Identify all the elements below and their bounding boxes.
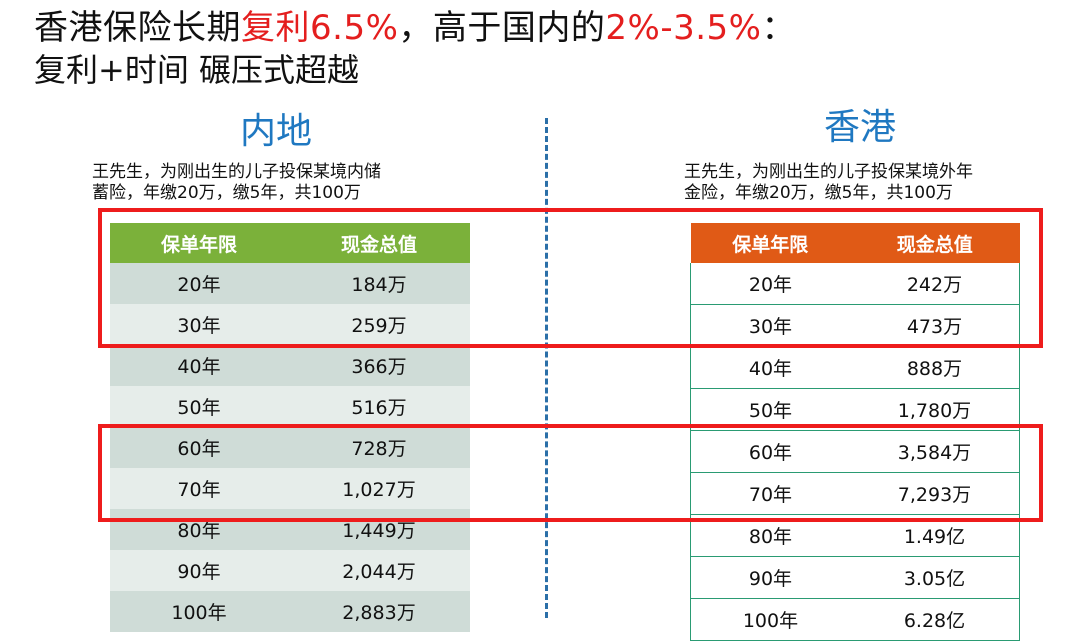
year-cell: 20年 bbox=[689, 263, 850, 305]
mainland-desc-line-2: 蓄险，年缴20万，缴5年，共100万 bbox=[92, 183, 361, 203]
table-header-row: 保单年限 现金总值 bbox=[110, 223, 470, 263]
value-cell: 1,449万 bbox=[288, 509, 470, 550]
value-cell: 888万 bbox=[849, 346, 1020, 389]
table-row: 80年 1.49亿 bbox=[689, 514, 1020, 557]
year-cell: 50年 bbox=[689, 388, 850, 431]
mainland-description: 王先生，为刚出生的儿子投保某境内储 蓄险，年缴20万，缴5年，共100万 bbox=[92, 162, 381, 204]
table-row: 70年 1,027万 bbox=[110, 468, 470, 509]
value-cell: 3,584万 bbox=[849, 430, 1020, 473]
hongkong-heading: 香港 bbox=[824, 107, 897, 148]
year-cell: 50年 bbox=[110, 386, 288, 427]
value-cell: 1,027万 bbox=[288, 468, 470, 509]
value-cell: 366万 bbox=[288, 345, 470, 386]
year-cell: 20年 bbox=[110, 263, 288, 304]
mainland-heading: 内地 bbox=[240, 111, 313, 152]
table-row: 20年 184万 bbox=[110, 263, 470, 304]
hongkong-description: 王先生，为刚出生的儿子投保某境外年 金险，年缴20万，缴5年，共100万 bbox=[684, 162, 973, 204]
column-header-cash-value: 现金总值 bbox=[288, 223, 470, 263]
value-cell: 1,780万 bbox=[849, 388, 1020, 431]
column-header-cash-value: 现金总值 bbox=[849, 223, 1020, 263]
table-row: 60年 728万 bbox=[110, 427, 470, 468]
column-header-policy-year: 保单年限 bbox=[690, 223, 850, 263]
table-row: 100年 6.28亿 bbox=[689, 598, 1020, 641]
title-part-1: 香港保险长期 bbox=[34, 8, 241, 48]
year-cell: 40年 bbox=[110, 345, 288, 386]
year-cell: 30年 bbox=[689, 304, 850, 347]
year-cell: 70年 bbox=[689, 472, 850, 515]
title-part-2: ，高于国内的 bbox=[398, 8, 606, 48]
value-cell: 7,293万 bbox=[849, 472, 1020, 515]
table-row: 40年 888万 bbox=[689, 346, 1020, 389]
table-row: 20年 242万 bbox=[689, 263, 1020, 305]
year-cell: 90年 bbox=[110, 550, 288, 591]
table-row: 90年 3.05亿 bbox=[689, 556, 1020, 599]
year-cell: 80年 bbox=[110, 509, 288, 550]
page-title: 香港保险长期复利6.5%，高于国内的2%-3.5%： bbox=[34, 8, 796, 48]
column-header-policy-year: 保单年限 bbox=[110, 223, 288, 263]
mainland-table: 保单年限 现金总值 20年 184万 30年 259万 40年 366万 50年 516… bbox=[110, 223, 470, 632]
year-cell: 100年 bbox=[689, 598, 850, 641]
table-row: 70年 7,293万 bbox=[689, 472, 1020, 515]
title-highlight-hk-rate: 复利6.5% bbox=[241, 8, 399, 48]
value-cell: 1.49亿 bbox=[849, 514, 1020, 557]
hongkong-desc-line-1: 王先生，为刚出生的儿子投保某境外年 bbox=[684, 162, 973, 182]
value-cell: 728万 bbox=[288, 427, 470, 468]
table-row: 100年 2,883万 bbox=[110, 591, 470, 632]
table-header-row: 保单年限 现金总值 bbox=[690, 223, 1020, 263]
value-cell: 3.05亿 bbox=[849, 556, 1020, 599]
center-divider bbox=[545, 118, 548, 618]
table-row: 80年 1,449万 bbox=[110, 509, 470, 550]
page-subtitle: 复利+时间 碾压式超越 bbox=[34, 51, 359, 89]
table-row: 50年 1,780万 bbox=[689, 388, 1020, 431]
value-cell: 6.28亿 bbox=[849, 598, 1020, 641]
year-cell: 40年 bbox=[689, 346, 850, 389]
year-cell: 30年 bbox=[110, 304, 288, 345]
year-cell: 60年 bbox=[689, 430, 850, 473]
value-cell: 184万 bbox=[288, 263, 470, 304]
year-cell: 100年 bbox=[110, 591, 288, 632]
title-highlight-cn-rate: 2%-3.5% bbox=[605, 8, 762, 48]
table-row: 50年 516万 bbox=[110, 386, 470, 427]
year-cell: 80年 bbox=[689, 514, 850, 557]
year-cell: 90年 bbox=[689, 556, 850, 599]
table-row: 30年 473万 bbox=[689, 304, 1020, 347]
value-cell: 2,044万 bbox=[288, 550, 470, 591]
hongkong-desc-line-2: 金险，年缴20万，缴5年，共100万 bbox=[684, 183, 953, 203]
mainland-desc-line-1: 王先生，为刚出生的儿子投保某境内储 bbox=[92, 162, 381, 182]
value-cell: 2,883万 bbox=[288, 591, 470, 632]
value-cell: 242万 bbox=[849, 263, 1020, 305]
title-part-3: ： bbox=[761, 8, 796, 48]
year-cell: 70年 bbox=[110, 468, 288, 509]
hongkong-table: 保单年限 现金总值 20年 242万 30年 473万 40年 888万 50年 1,7… bbox=[689, 223, 1020, 641]
value-cell: 259万 bbox=[288, 304, 470, 345]
table-row: 60年 3,584万 bbox=[689, 430, 1020, 473]
table-row: 30年 259万 bbox=[110, 304, 470, 345]
table-row: 90年 2,044万 bbox=[110, 550, 470, 591]
value-cell: 473万 bbox=[849, 304, 1020, 347]
table-row: 40年 366万 bbox=[110, 345, 470, 386]
value-cell: 516万 bbox=[288, 386, 470, 427]
year-cell: 60年 bbox=[110, 427, 288, 468]
